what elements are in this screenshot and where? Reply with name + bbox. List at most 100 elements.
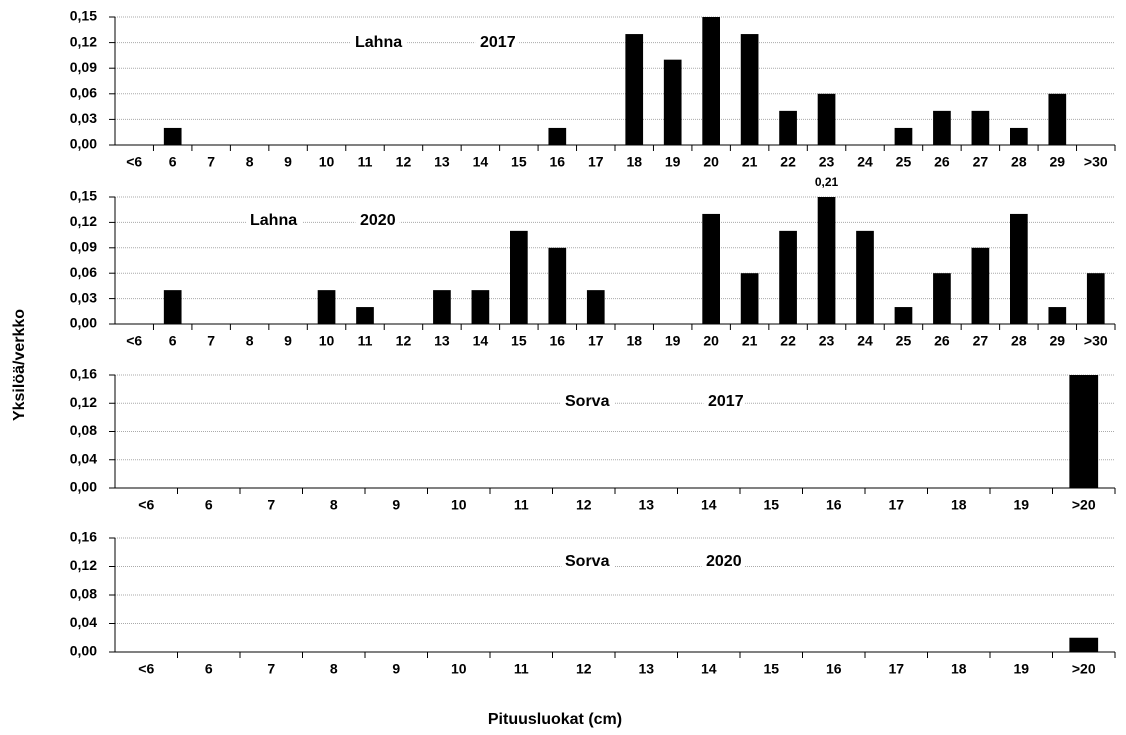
x-tick-label: 17 xyxy=(588,333,604,349)
y-tick-label: 0,06 xyxy=(70,264,97,280)
x-tick-label: 8 xyxy=(246,333,254,349)
y-tick-label: 0,15 xyxy=(70,8,97,24)
x-tick-label: 10 xyxy=(319,333,335,349)
x-tick-label: 22 xyxy=(780,154,796,170)
bar xyxy=(702,213,720,324)
bar xyxy=(471,290,490,324)
x-tick-label: 28 xyxy=(1011,154,1027,170)
x-tick-label: 7 xyxy=(267,497,275,513)
annotation: 2020 xyxy=(706,553,742,570)
x-tick-label: 12 xyxy=(576,661,592,677)
x-tick-label: 8 xyxy=(330,497,338,513)
x-tick-label: 10 xyxy=(451,497,467,513)
x-tick-label: 22 xyxy=(780,333,796,349)
x-axis-title: Pituusluokat (cm) xyxy=(488,711,622,728)
bar xyxy=(779,110,797,145)
x-tick-label: 21 xyxy=(742,154,758,170)
x-tick-label: 20 xyxy=(703,333,719,349)
bar xyxy=(1069,637,1099,652)
x-tick-label: 8 xyxy=(330,661,338,677)
bar xyxy=(1010,127,1028,145)
x-tick-label: <6 xyxy=(126,333,142,349)
x-tick-label: <6 xyxy=(126,154,142,170)
x-tick-label: 10 xyxy=(451,661,467,677)
y-tick-label: 0,03 xyxy=(70,289,97,305)
x-tick-label: 7 xyxy=(207,333,215,349)
x-tick-label: 15 xyxy=(511,333,527,349)
bar xyxy=(1010,213,1028,324)
annotation: Sorva xyxy=(565,553,610,570)
y-tick-label: 0,16 xyxy=(70,529,97,545)
bar xyxy=(586,290,605,324)
x-tick-label: 26 xyxy=(934,154,950,170)
y-tick-label: 0,00 xyxy=(70,643,97,659)
x-tick-label: 17 xyxy=(588,154,604,170)
y-tick-label: 0,08 xyxy=(70,586,97,602)
bar xyxy=(356,307,374,324)
y-tick-label: 0,12 xyxy=(70,394,97,410)
x-tick-label: 17 xyxy=(888,661,904,677)
x-tick-label: 19 xyxy=(665,154,681,170)
y-tick-label: 0,00 xyxy=(70,315,97,331)
x-tick-label: 18 xyxy=(626,333,642,349)
annotation: Sorva xyxy=(565,393,610,410)
x-tick-label: 21 xyxy=(742,333,758,349)
x-tick-label: 25 xyxy=(896,333,912,349)
x-tick-label: 11 xyxy=(358,333,373,349)
x-tick-label: 16 xyxy=(550,333,566,349)
y-tick-label: 0,03 xyxy=(70,110,97,126)
bar xyxy=(971,110,990,145)
bar xyxy=(1086,273,1105,324)
y-tick-label: 0,12 xyxy=(70,213,97,229)
bar xyxy=(856,230,874,324)
x-tick-label: >20 xyxy=(1072,497,1096,513)
x-tick-label: 13 xyxy=(434,154,450,170)
x-tick-label: 12 xyxy=(396,154,412,170)
y-tick-label: 0,09 xyxy=(70,59,97,75)
bar xyxy=(1048,93,1067,145)
bar xyxy=(894,127,913,145)
y-tick-label: 0,00 xyxy=(70,136,97,152)
x-tick-label: 29 xyxy=(1050,333,1066,349)
x-tick-label: 10 xyxy=(319,154,335,170)
bar xyxy=(779,230,797,324)
x-tick-label: 7 xyxy=(267,661,275,677)
x-tick-label: 18 xyxy=(951,661,967,677)
x-tick-label: 29 xyxy=(1050,154,1066,170)
x-tick-label: 8 xyxy=(246,154,254,170)
x-tick-label: 15 xyxy=(763,497,779,513)
value-label: 0,21 xyxy=(815,175,839,189)
bar xyxy=(1048,307,1067,324)
y-tick-label: 0,06 xyxy=(70,85,97,101)
bar xyxy=(625,34,644,145)
bar xyxy=(817,197,836,324)
x-tick-label: 14 xyxy=(701,497,717,513)
x-tick-label: 14 xyxy=(701,661,717,677)
y-axis-title: Yksilöä/verkko xyxy=(11,309,28,421)
x-tick-label: 7 xyxy=(207,154,215,170)
x-tick-label: 9 xyxy=(392,497,400,513)
x-tick-label: >30 xyxy=(1084,154,1108,170)
bar xyxy=(894,307,913,324)
annotation: 2020 xyxy=(360,212,396,229)
x-tick-label: 6 xyxy=(169,154,177,170)
x-tick-label: 9 xyxy=(284,333,292,349)
x-tick-label: 20 xyxy=(703,154,719,170)
bar xyxy=(817,93,836,145)
x-tick-label: 25 xyxy=(896,154,912,170)
x-tick-label: 23 xyxy=(819,333,835,349)
y-tick-label: 0,16 xyxy=(70,366,97,382)
y-tick-label: 0,12 xyxy=(70,33,97,49)
bar xyxy=(971,247,990,324)
x-tick-label: 16 xyxy=(826,661,842,677)
annotation: Lahna xyxy=(250,212,297,229)
x-tick-label: 11 xyxy=(358,154,373,170)
bar xyxy=(163,290,182,324)
bar xyxy=(163,127,182,145)
y-tick-label: 0,15 xyxy=(70,188,97,204)
x-tick-label: 11 xyxy=(514,497,529,513)
x-tick-label: 16 xyxy=(550,154,566,170)
x-tick-label: 27 xyxy=(973,333,989,349)
x-tick-label: 13 xyxy=(434,333,450,349)
